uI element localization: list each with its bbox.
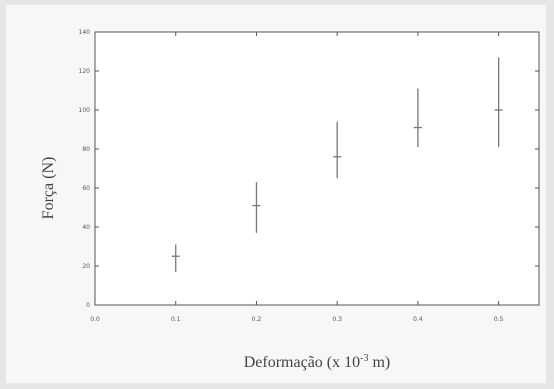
x-axis-title-main: Deformação (x 10: [244, 354, 360, 371]
data-point: [413, 88, 422, 148]
x-axis-title-exponent: -3: [360, 353, 368, 364]
scatter-chart: 0 20 40 60 80 100 120 140 0.0 0.1 0.2 0.3 0.4 0.5 Fo…: [40, 29, 540, 371]
x-axis-ticks: 0.0 0.1 0.2 0.3 0.4 0.5: [90, 32, 504, 323]
y-tick-label: 40: [82, 224, 90, 231]
y-tick-label: 20: [82, 263, 90, 270]
x-tick-label: 0.4: [413, 316, 423, 323]
y-tick-label: 140: [79, 29, 91, 36]
data-point: [333, 121, 342, 179]
x-tick-label: 0.1: [171, 316, 181, 323]
x-tick-label: 0.3: [332, 316, 342, 323]
y-tick-label: 120: [79, 68, 91, 75]
plot-area: [94, 31, 540, 306]
x-tick-label: 0.5: [494, 316, 504, 323]
x-tick-label: 0.2: [252, 316, 262, 323]
data-point: [252, 182, 261, 233]
x-axis-title-unit: m): [368, 354, 390, 371]
data-point: [171, 244, 180, 272]
y-tick-label: 100: [79, 107, 91, 114]
y-axis-ticks: 0 20 40 60 80 100 120 140: [79, 29, 539, 309]
data-points: [171, 57, 503, 272]
x-axis-title: Deformação (x 10-3 m): [244, 353, 391, 371]
y-tick-label: 60: [82, 185, 90, 192]
x-tick-label: 0.0: [90, 316, 100, 323]
y-tick-label: 0: [86, 302, 90, 309]
data-point: [494, 57, 503, 148]
y-tick-label: 80: [82, 146, 90, 153]
chart-figure: 0 20 40 60 80 100 120 140 0.0 0.1 0.2 0.3 0.4 0.5 Fo…: [6, 5, 546, 383]
y-axis-title: Força (N): [40, 157, 57, 220]
